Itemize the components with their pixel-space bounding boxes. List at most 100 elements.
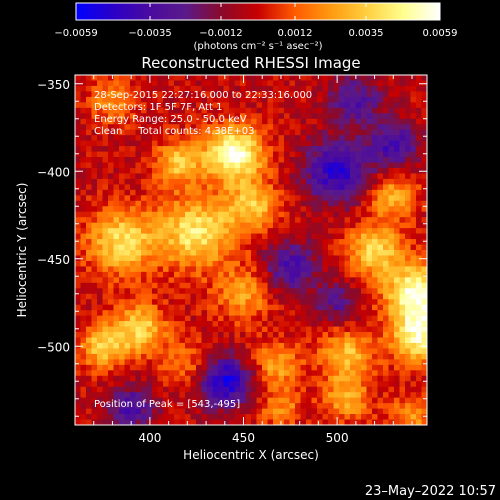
heatmap-cell (333, 178, 340, 185)
heatmap-cell (223, 189, 230, 196)
heatmap-cell (152, 304, 158, 311)
heatmap-cell (273, 244, 279, 251)
heatmap-cell (185, 124, 191, 130)
heatmap-cell (91, 381, 98, 388)
heatmap-cell (377, 277, 384, 284)
heatmap-cell (399, 348, 406, 355)
heatmap-cell (196, 102, 202, 109)
heatmap-cell (355, 266, 362, 273)
heatmap-cell (344, 200, 351, 207)
heatmap-cell (75, 96, 81, 103)
heatmap-cell (416, 85, 422, 92)
heatmap-cell (119, 375, 125, 382)
heatmap-cell (339, 266, 345, 273)
heatmap-cell (333, 260, 340, 267)
heatmap-cell (295, 282, 301, 289)
heatmap-cell (196, 222, 202, 229)
heatmap-cell (91, 359, 98, 366)
heatmap-cell (273, 195, 279, 202)
heatmap-cell (146, 271, 153, 278)
heatmap-cell (355, 167, 362, 174)
heatmap-cell (108, 239, 114, 245)
heatmap-cell (119, 200, 125, 207)
heatmap-cell (256, 260, 263, 267)
heatmap-cell (394, 359, 400, 366)
heatmap-cell (229, 310, 235, 316)
heatmap-cell (108, 282, 114, 289)
heatmap-cell (218, 217, 224, 223)
heatmap-cell (366, 414, 373, 420)
heatmap-cell (256, 364, 263, 371)
heatmap-cell (405, 135, 411, 141)
heatmap-cell (174, 200, 180, 207)
heatmap-cell (196, 293, 202, 300)
heatmap-cell (240, 178, 246, 185)
heatmap-cell (399, 260, 406, 267)
heatmap-cell (179, 189, 186, 196)
heatmap-cell (361, 129, 367, 136)
heatmap-cell (102, 135, 109, 141)
heatmap-cell (262, 173, 268, 180)
heatmap-cell (306, 293, 312, 300)
heatmap-cell (229, 370, 235, 377)
heatmap-cell (157, 80, 164, 87)
heatmap-cell (196, 189, 202, 196)
heatmap-cell (108, 118, 114, 125)
heatmap-cell (75, 102, 81, 109)
heatmap-cell (262, 299, 268, 305)
heatmap-cell (421, 304, 427, 311)
heatmap-cell (295, 146, 301, 152)
heatmap-cell (207, 228, 213, 234)
heatmap-cell (394, 233, 400, 240)
heatmap-cell (333, 195, 340, 202)
heatmap-cell (361, 359, 367, 366)
heatmap-cell (383, 408, 389, 415)
heatmap-cell (350, 353, 356, 360)
heatmap-cell (86, 403, 92, 409)
heatmap-cell (102, 260, 109, 267)
heatmap-cell (300, 293, 307, 300)
heatmap-cell (388, 271, 395, 278)
heatmap-cell (234, 239, 241, 245)
heatmap-cell (416, 386, 422, 393)
heatmap-cell (372, 206, 378, 213)
heatmap-cell (273, 348, 279, 355)
heatmap-cell (141, 353, 147, 360)
heatmap-cell (179, 386, 186, 393)
heatmap-cell (339, 157, 345, 163)
heatmap-cell (328, 255, 334, 262)
heatmap-cell (256, 80, 263, 87)
heatmap-cell (366, 332, 373, 338)
heatmap-cell (102, 200, 109, 207)
heatmap-cell (383, 255, 389, 262)
heatmap-cell (300, 414, 307, 420)
heatmap-cell (388, 129, 395, 136)
heatmap-cell (196, 184, 202, 191)
heatmap-cell (273, 91, 279, 98)
heatmap-cell (399, 102, 406, 109)
heatmap-cell (344, 364, 351, 371)
heatmap-cell (146, 397, 153, 404)
heatmap-cell (229, 91, 235, 98)
heatmap-cell (190, 332, 197, 338)
heatmap-cell (399, 353, 406, 360)
heatmap-cell (284, 184, 290, 191)
heatmap-cell (366, 342, 373, 349)
heatmap-cell (152, 217, 158, 223)
heatmap-cell (185, 397, 191, 404)
heatmap-cell (229, 135, 235, 141)
heatmap-cell (328, 353, 334, 360)
heatmap-cell (86, 359, 92, 366)
heatmap-cell (416, 146, 422, 152)
heatmap-cell (361, 348, 367, 355)
heatmap-cell (245, 266, 252, 273)
heatmap-cell (179, 408, 186, 415)
heatmap-cell (152, 244, 158, 251)
heatmap-cell (372, 397, 378, 404)
heatmap-cell (416, 107, 422, 114)
heatmap-cell (383, 157, 389, 163)
heatmap-cell (405, 75, 411, 81)
heatmap-cell (317, 217, 323, 223)
heatmap-cell (207, 277, 213, 284)
heatmap-cell (388, 91, 395, 98)
